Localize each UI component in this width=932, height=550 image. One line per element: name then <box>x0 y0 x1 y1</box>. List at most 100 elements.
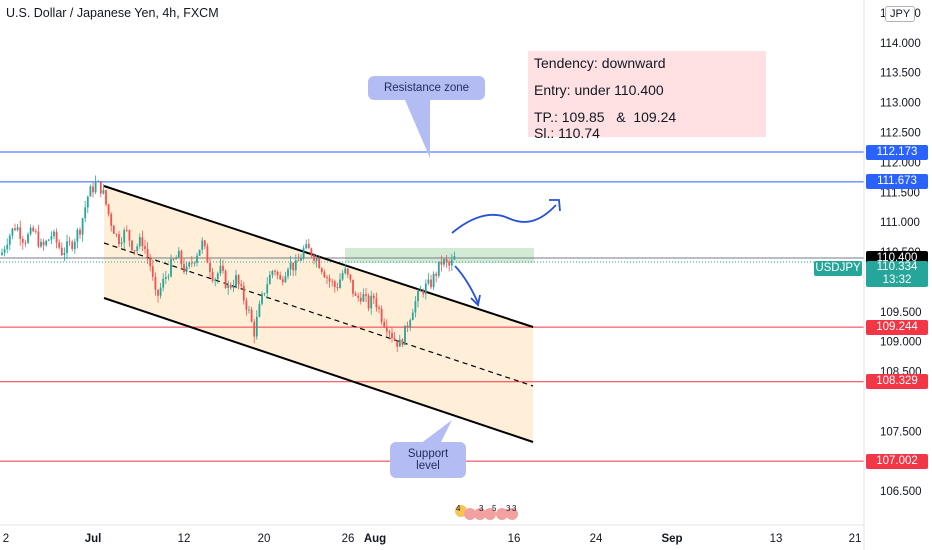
candle-body <box>313 255 315 261</box>
candle-body <box>60 247 63 256</box>
price-level-tag[interactable]: 109.244 <box>866 319 928 335</box>
support-callout-pointer <box>420 420 452 444</box>
candle-body <box>339 279 341 288</box>
candle-body <box>79 229 81 235</box>
candle-body <box>11 228 14 236</box>
entry-text: Entry: under 110.400 <box>534 82 664 98</box>
candle-body <box>123 229 126 243</box>
candle-body <box>300 258 302 261</box>
candle-body <box>261 293 263 304</box>
candle-body <box>357 295 360 298</box>
candle-body <box>198 249 201 256</box>
y-tick-label: 111.000 <box>880 217 920 229</box>
candle-body <box>214 279 217 281</box>
chart-title: U.S. Dollar / Japanese Yen, 4h, FXCM <box>6 6 219 20</box>
channel-mid-line <box>103 242 534 387</box>
projection-down-arrow <box>454 265 479 304</box>
x-tick-label: Sep <box>661 533 682 545</box>
currency-badge[interactable]: JPY <box>885 6 916 22</box>
candle-body <box>352 279 354 294</box>
resistance-callout: Resistance zone <box>368 76 485 100</box>
x-tick-label: 26 <box>342 533 355 545</box>
candle-body <box>40 241 42 247</box>
candle-body <box>112 225 115 234</box>
candle-body <box>92 186 94 193</box>
candle-body <box>263 293 266 294</box>
candle-body <box>222 265 224 271</box>
candle-body <box>281 279 284 283</box>
price-level-tag[interactable]: 112.173 <box>866 144 928 160</box>
candle-body <box>151 266 154 277</box>
candle-body <box>6 244 9 250</box>
last-price-tag[interactable]: 110.334 13:32 <box>866 261 928 287</box>
candle-body <box>105 190 107 205</box>
candle-body <box>255 316 258 337</box>
candle-body <box>305 243 308 249</box>
candle-body <box>58 242 61 248</box>
event-count: 3 <box>479 504 484 513</box>
candle-body <box>315 258 318 261</box>
x-tick-label: Jul <box>85 533 102 545</box>
candle-body <box>292 262 295 271</box>
candle-body <box>68 241 71 243</box>
candle-body <box>203 240 206 247</box>
candle-body <box>409 320 412 328</box>
event-icons[interactable]: 4 3 5 3 3 <box>455 504 518 520</box>
support-callout: Support level <box>390 442 466 478</box>
candle-body <box>170 259 172 277</box>
candle-body <box>175 257 178 260</box>
candle-body <box>406 325 409 328</box>
candle-body <box>154 276 157 290</box>
candle-body <box>190 262 193 264</box>
candle-body <box>307 243 310 249</box>
projection-up-arrowhead <box>549 199 561 212</box>
candle-body <box>266 284 269 294</box>
candle-body <box>209 262 211 272</box>
candle-body <box>27 234 29 243</box>
candle-body <box>185 266 188 272</box>
candle-body <box>448 261 451 266</box>
candle-body <box>201 240 204 250</box>
candle-body <box>424 283 427 294</box>
candle-body <box>71 241 74 249</box>
candle-body <box>419 290 422 292</box>
candle-body <box>331 281 334 283</box>
candle-body <box>216 273 219 280</box>
price-level-tag[interactable]: 111.673 <box>866 174 928 190</box>
candle-body <box>94 181 97 193</box>
candle-body <box>417 290 419 302</box>
event-count: 3 <box>506 504 511 513</box>
candle-body <box>248 309 250 311</box>
y-tick-label: 114.000 <box>880 38 921 50</box>
candle-body <box>453 256 456 260</box>
candle-body <box>53 231 55 237</box>
candle-body <box>391 332 393 339</box>
candle-body <box>388 331 391 333</box>
candle-body <box>333 281 336 287</box>
candle-body <box>24 242 27 244</box>
candle-body <box>32 227 35 232</box>
candle-body <box>76 229 79 242</box>
candle-body <box>404 325 406 346</box>
resistance-label: Resistance zone <box>383 82 470 94</box>
candle-body <box>268 274 271 285</box>
x-tick-label: 2 <box>3 533 9 545</box>
candle-body <box>1 252 3 256</box>
candle-body <box>86 196 89 208</box>
candle-body <box>50 236 53 240</box>
candle-body <box>131 240 133 251</box>
candle-body <box>157 289 159 296</box>
price-level-tag[interactable]: 107.002 <box>866 453 928 469</box>
entry-zone <box>345 248 534 263</box>
candle-body <box>19 227 22 239</box>
x-tick-label: 12 <box>178 533 191 545</box>
horizontal-levels <box>0 151 864 462</box>
candle-body <box>120 242 123 245</box>
candle-body <box>118 234 120 245</box>
candle-body <box>97 181 100 182</box>
x-tick-label: 16 <box>508 533 521 545</box>
symbol-tag[interactable]: USDJPY <box>814 261 862 276</box>
price-level-tag[interactable]: 108.329 <box>866 374 928 390</box>
candle-body <box>63 252 66 256</box>
